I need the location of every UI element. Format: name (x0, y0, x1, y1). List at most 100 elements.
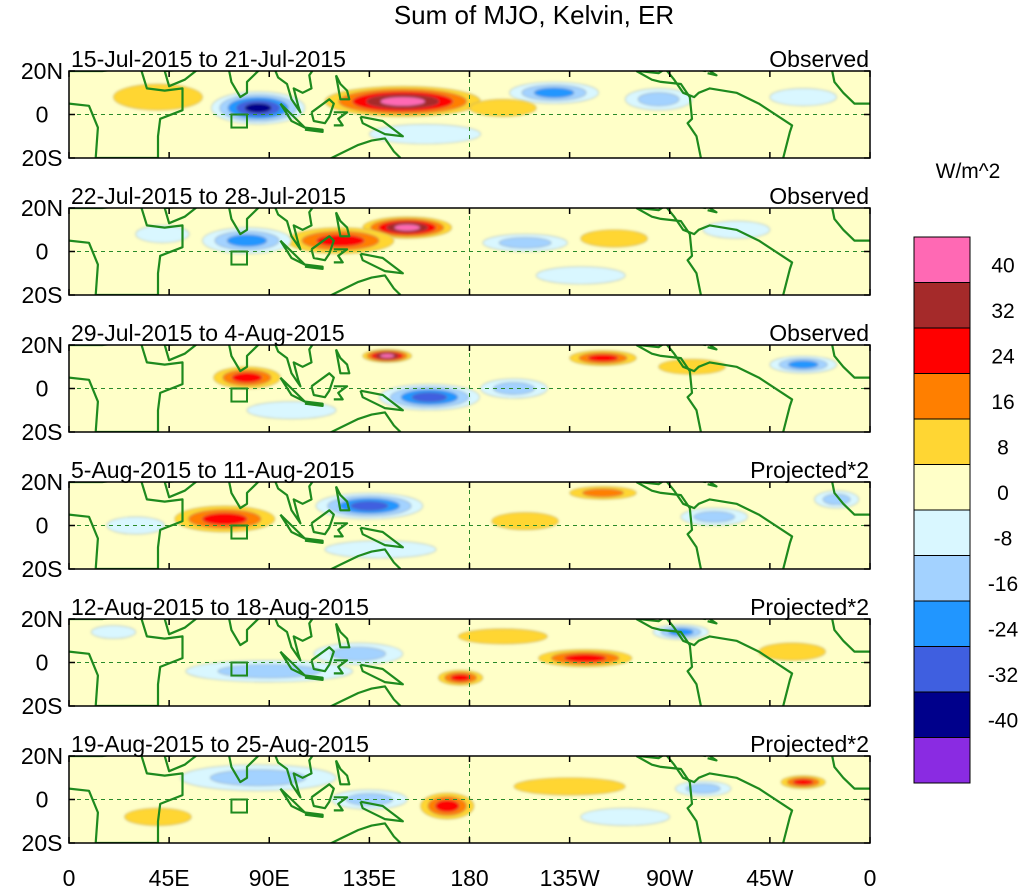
coastline (69, 619, 184, 706)
colorbar-swatch (913, 373, 971, 420)
colorbar-swatch (913, 282, 971, 329)
contour-level (793, 778, 814, 786)
x-tick-label: 90W (646, 865, 694, 889)
contour-level (582, 488, 624, 498)
coastline (329, 411, 402, 432)
anomaly-blob (513, 777, 626, 796)
colorbar-tick-label: 24 (991, 346, 1015, 369)
y-tick-label: 0 (36, 239, 49, 265)
coastline (638, 756, 794, 843)
coastlines (69, 71, 870, 158)
coastline (707, 756, 718, 762)
coastline (333, 111, 349, 127)
colorbar-units: W/m^2 (936, 160, 1001, 183)
contour-level (226, 234, 268, 247)
contour-level (369, 123, 481, 145)
y-tick-label: 0 (36, 650, 49, 676)
anomaly-blob (420, 792, 475, 820)
colorbar-tick-label: -8 (994, 528, 1013, 551)
contour-level (491, 512, 559, 531)
colorbar-swatch (913, 691, 971, 738)
colorbar-swatch (913, 236, 971, 283)
y-tick-label: 20N (21, 606, 63, 632)
contour-level (533, 87, 575, 98)
coastline (227, 345, 314, 388)
coastline (707, 208, 718, 214)
coastline (163, 482, 198, 499)
coastline (69, 482, 184, 569)
anomaly-blob (580, 807, 671, 826)
coastline (163, 756, 198, 773)
coastline (707, 345, 718, 351)
panel-label: Projected*2 (750, 594, 869, 620)
y-tick-label: 20S (22, 282, 63, 308)
anomaly-blob (438, 669, 484, 686)
anomaly-blob (509, 81, 599, 104)
y-tick-label: 20S (22, 145, 63, 171)
y-tick-label: 20N (21, 195, 63, 221)
contour-level (411, 392, 448, 403)
anomaly-blob (680, 507, 748, 526)
colorbar-tick-label: 16 (991, 391, 1014, 414)
coastline (329, 548, 402, 569)
panel-label: Observed (769, 46, 869, 72)
coastline (831, 345, 870, 379)
anomaly-blob (569, 486, 637, 500)
colorbar-swatch (913, 555, 971, 602)
coastline (310, 783, 335, 810)
coastline (279, 787, 306, 814)
contour-level (469, 98, 537, 117)
coastline (635, 71, 702, 158)
coastline (707, 619, 718, 625)
coastline (304, 674, 324, 681)
anomaly-blob (624, 88, 693, 111)
anomaly-blob (213, 366, 281, 389)
coastline (227, 756, 314, 799)
anomaly-blob (362, 349, 412, 363)
contour-level (637, 92, 680, 107)
y-tick-label: 20S (22, 419, 63, 445)
contour-level (330, 646, 386, 661)
anomaly-blob (315, 492, 424, 520)
contour-level (788, 360, 819, 369)
coastline (831, 756, 870, 790)
contour-level (535, 266, 626, 285)
contour-level (231, 372, 263, 383)
y-tick-label: 20S (22, 830, 63, 856)
contour-level (244, 103, 272, 113)
panel-date-range: 29-Jul-2015 to 4-Aug-2015 (71, 320, 345, 346)
coastline (635, 482, 702, 569)
coastline (279, 376, 306, 403)
coastline (334, 211, 351, 238)
coastline (359, 526, 404, 549)
anomaly-field (69, 619, 870, 706)
coastline (163, 208, 198, 225)
panel-6: 20N 0 20S 19-Aug-2015 to 25-Aug-2015 Project… (21, 731, 871, 856)
coastline (831, 71, 870, 105)
coastlines (69, 619, 870, 706)
anomaly-blob (482, 233, 568, 252)
coastline (333, 659, 349, 675)
panel-4: 20N 0 20S 5-Aug-2015 to 11-Aug-2015 Projecte… (21, 457, 871, 582)
colorbar-swatch (913, 418, 971, 465)
coastline (279, 650, 306, 677)
coastline (69, 756, 184, 843)
chart-title: Sum of MJO, Kelvin, ER (394, 0, 674, 30)
anomaly-blob (458, 628, 548, 645)
coastline (310, 372, 335, 399)
coastline (279, 239, 306, 266)
coastline (707, 71, 718, 77)
y-tick-label: 20N (21, 58, 63, 84)
coastlines (69, 345, 870, 432)
coastline (359, 389, 404, 412)
colorbar-tick-label: 8 (997, 437, 1009, 460)
coastline (359, 252, 404, 275)
contour-level (564, 653, 607, 663)
coastline (635, 619, 702, 706)
contour-level (394, 224, 421, 231)
coastlines (69, 208, 870, 295)
anomaly-blob (769, 355, 837, 374)
contour-level (498, 237, 552, 249)
y-tick-label: 0 (36, 787, 49, 813)
coastline (304, 400, 324, 407)
